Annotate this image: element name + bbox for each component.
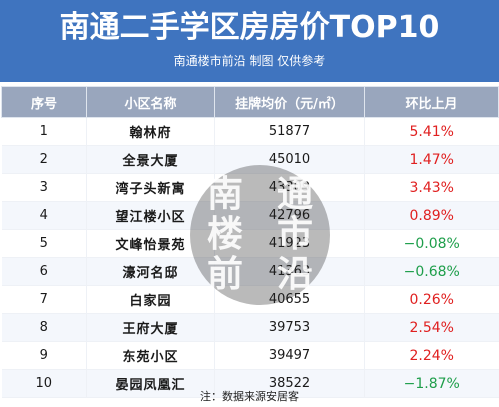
- price-cell: 39497: [214, 341, 365, 370]
- table-row: 4 望江楼小区 42796 0.89%: [1, 201, 499, 230]
- table-row: 10 晏园凤凰汇 38522 −1.87%: [1, 369, 499, 398]
- price-cell: 39753: [214, 313, 365, 342]
- change-cell: 0.89%: [364, 201, 499, 230]
- change-cell: −0.68%: [364, 257, 499, 286]
- rank-cell: 10: [1, 369, 87, 398]
- table-row: 9 东苑小区 39497 2.24%: [1, 341, 499, 370]
- community-name-cell: 晏园凤凰汇: [86, 369, 215, 398]
- page-title: 南通二手学区房房价TOP10: [59, 10, 440, 45]
- table-row: 7 白家园 40655 0.26%: [1, 285, 499, 314]
- rank-cell: 7: [1, 285, 87, 314]
- price-cell: 51877: [214, 117, 365, 146]
- rank-cell: 1: [1, 117, 87, 146]
- rank-cell: 5: [1, 229, 87, 258]
- table-row: 6 濠河名邸 41363 −0.68%: [1, 257, 499, 286]
- community-name-cell: 东苑小区: [86, 341, 215, 370]
- price-cell: 41363: [214, 257, 365, 286]
- rank-cell: 4: [1, 201, 87, 230]
- rank-cell: 8: [1, 313, 87, 342]
- price-ranking-table: 序号 小区名称 挂牌均价（元/㎡） 环比上月 1 翰林府 51877 5.41% 2 全景…: [1, 86, 499, 398]
- price-cell: 45010: [214, 145, 365, 174]
- source-note: 注：数据来源安居客: [200, 390, 299, 403]
- community-name-cell: 翰林府: [86, 117, 215, 146]
- table-row: 2 全景大厦 45010 1.47%: [1, 145, 499, 174]
- rank-cell: 9: [1, 341, 87, 370]
- community-name-cell: 全景大厦: [86, 145, 215, 174]
- table-header-row: 序号 小区名称 挂牌均价（元/㎡） 环比上月: [1, 86, 499, 118]
- table-row: 5 文峰怡景苑 41923 −0.08%: [1, 229, 499, 258]
- price-cell: 42796: [214, 201, 365, 230]
- rank-cell: 3: [1, 173, 87, 202]
- table-row: 3 湾子头新寓 43309 3.43%: [1, 173, 499, 202]
- page-subtitle: 南通楼市前沿 制图 仅供参考: [173, 54, 326, 68]
- rank-cell: 6: [1, 257, 87, 286]
- community-name-cell: 白家园: [86, 285, 215, 314]
- change-cell: 5.41%: [364, 117, 499, 146]
- change-cell: 2.24%: [364, 341, 499, 370]
- community-name-cell: 濠河名邸: [86, 257, 215, 286]
- column-header-price: 挂牌均价（元/㎡）: [214, 86, 365, 118]
- price-cell: 40655: [214, 285, 365, 314]
- column-header-change: 环比上月: [364, 86, 499, 118]
- price-cell: 43309: [214, 173, 365, 202]
- community-name-cell: 湾子头新寓: [86, 173, 215, 202]
- table-body: 1 翰林府 51877 5.41% 2 全景大厦 45010 1.47% 3 湾子头新寓 43309…: [1, 117, 499, 398]
- price-cell: 38522: [214, 369, 365, 398]
- change-cell: 2.54%: [364, 313, 499, 342]
- change-cell: −1.87%: [364, 369, 499, 398]
- column-header-name: 小区名称: [86, 86, 215, 118]
- change-cell: 1.47%: [364, 145, 499, 174]
- community-name-cell: 望江楼小区: [86, 201, 215, 230]
- change-cell: 3.43%: [364, 173, 499, 202]
- table-row: 1 翰林府 51877 5.41%: [1, 117, 499, 146]
- rank-cell: 2: [1, 145, 87, 174]
- price-cell: 41923: [214, 229, 365, 258]
- column-header-rank: 序号: [1, 86, 87, 118]
- community-name-cell: 文峰怡景苑: [86, 229, 215, 258]
- change-cell: −0.08%: [364, 229, 499, 258]
- table-row: 8 王府大厦 39753 2.54%: [1, 313, 499, 342]
- community-name-cell: 王府大厦: [86, 313, 215, 342]
- change-cell: 0.26%: [364, 285, 499, 314]
- title-banner: 南通二手学区房房价TOP10 南通楼市前沿 制图 仅供参考: [0, 0, 499, 82]
